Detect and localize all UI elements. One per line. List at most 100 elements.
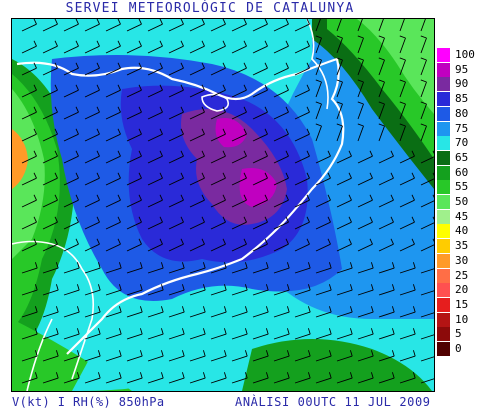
wind-barb (210, 221, 226, 230)
wind-barb-flag (75, 238, 79, 245)
wind-barb-flag (369, 238, 373, 245)
wind-barb-flag (306, 40, 310, 47)
wind-barb (231, 133, 247, 142)
wind-barb (315, 289, 332, 296)
legend-swatch (437, 77, 450, 92)
wind-barb (105, 243, 121, 252)
wind-barb-flag (391, 328, 395, 335)
wind-barb-flag (117, 238, 121, 245)
wind-barb-flag (96, 216, 100, 223)
wind-barb (147, 199, 163, 208)
wind-barb (168, 155, 184, 164)
wind-barb-flag (378, 35, 385, 39)
wind-barb (273, 243, 289, 252)
wind-barb (252, 221, 268, 230)
wind-barb (252, 111, 268, 120)
wind-barb-flag (54, 238, 58, 245)
wind-barb-flag (202, 372, 206, 379)
wind-barb-flag (370, 350, 374, 357)
wind-barb-flag (160, 350, 164, 357)
wind-barb (189, 177, 205, 186)
wind-barb (315, 177, 331, 186)
wind-barb-flag (264, 172, 268, 179)
wind-barb (420, 59, 427, 76)
wind-barb (105, 199, 121, 208)
wind-barb-flag (33, 216, 37, 223)
wind-barb (357, 199, 373, 208)
legend-entry: 0 (437, 342, 483, 356)
wind-barb (63, 221, 79, 230)
wind-barb-flag (378, 101, 385, 105)
legend-entry: 35 (437, 239, 483, 254)
wind-barb-flag (369, 150, 373, 157)
wind-barb (168, 221, 184, 230)
wind-barb-flag (336, 57, 343, 61)
wind-barb (336, 19, 342, 32)
legend-swatch (437, 180, 450, 195)
legend-entry: 90 (437, 77, 483, 92)
legend-swatch (437, 195, 450, 209)
wind-barb (357, 37, 364, 54)
legend-entry: 5 (437, 327, 483, 342)
wind-barbs (21, 19, 434, 384)
wind-barb-flag (378, 57, 385, 61)
wind-barb-flag (327, 172, 331, 179)
wind-barb-flag (33, 84, 37, 91)
wind-barb-flag (159, 194, 163, 201)
wind-barb (336, 199, 352, 208)
wind-barb-flag (75, 40, 79, 47)
wind-barb (42, 355, 59, 362)
wind-barb-flag (222, 19, 226, 25)
wind-barb-flag (202, 328, 206, 335)
wind-barb-flag (76, 372, 80, 379)
wind-barb-flag (201, 62, 205, 69)
wind-barb (189, 289, 206, 296)
wind-barb (189, 199, 205, 208)
legend-swatch (437, 150, 450, 165)
wind-barb (168, 89, 184, 98)
wind-barb (21, 89, 37, 98)
wind-barb (42, 23, 58, 32)
wind-barb-flag (138, 194, 142, 201)
wind-barb-flag (181, 350, 185, 357)
wind-barb-flag (181, 328, 185, 335)
wind-barb-flag (202, 262, 206, 269)
wind-barb (294, 377, 311, 384)
wind-barb-flag (307, 372, 311, 379)
wind-barb (105, 355, 122, 362)
wind-barb-flag (306, 62, 310, 69)
wind-barb (378, 311, 395, 318)
wind-barb-flag (138, 19, 142, 25)
wind-barb (147, 67, 163, 76)
wind-barb (21, 377, 38, 384)
wind-barb (105, 311, 122, 318)
wind-barb (189, 243, 205, 252)
wind-barb-flag (244, 306, 248, 313)
wind-barb (420, 290, 434, 296)
wind-barb (273, 355, 290, 362)
wind-barb-flag (75, 62, 79, 69)
wind-barb (147, 311, 164, 318)
rh-band-95b (215, 118, 247, 148)
wind-barb-flag (96, 84, 100, 91)
wind-barb (63, 155, 79, 164)
wind-barb (126, 355, 143, 362)
wind-barb-flag (118, 372, 122, 379)
wind-barb-flag (390, 238, 394, 245)
wind-barb (210, 133, 226, 142)
wind-barb-flag (139, 262, 143, 269)
wind-barb (294, 89, 310, 98)
wind-barb-flag (33, 194, 37, 201)
wind-barb (399, 177, 415, 186)
wind-barb (420, 268, 434, 274)
legend-label: 65 (455, 150, 469, 164)
variables-caption: V(kt) I RH(%) 850hPa (12, 395, 165, 409)
wind-barb (294, 177, 310, 186)
wind-barb-flag (33, 172, 37, 179)
wind-barb-flag (369, 216, 373, 223)
wind-barb-flag (315, 123, 322, 127)
wind-barb-flag (75, 172, 79, 179)
wind-barb (399, 333, 416, 340)
wind-barb (42, 45, 58, 54)
wind-barb (63, 311, 80, 318)
